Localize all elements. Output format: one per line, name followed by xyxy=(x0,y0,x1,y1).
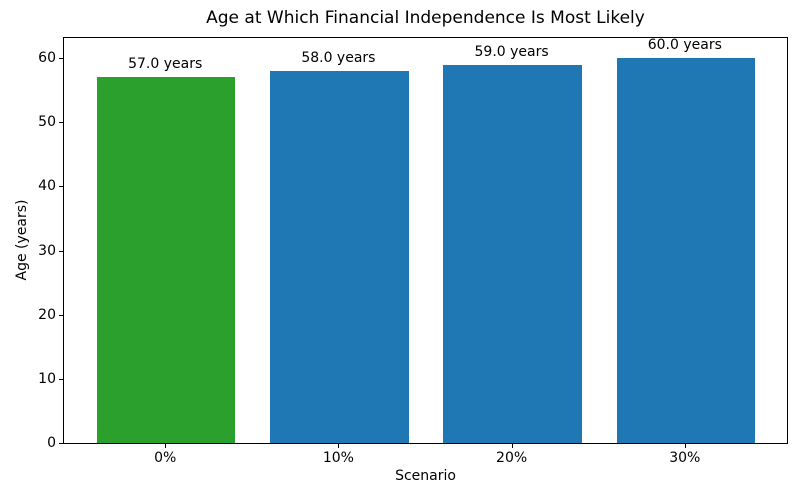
bar-30% xyxy=(616,58,756,443)
bar-0% xyxy=(96,77,236,443)
x-tick-mark xyxy=(338,444,340,448)
x-tick-label: 0% xyxy=(154,450,177,466)
bar-10% xyxy=(270,71,409,443)
y-tick-label: 50 xyxy=(38,114,56,131)
x-tick-label: 30% xyxy=(669,450,701,466)
y-tick-mark xyxy=(59,122,63,124)
y-tick-label: 30 xyxy=(38,242,56,259)
y-tick-mark xyxy=(59,186,63,188)
y-tick-mark xyxy=(59,58,63,60)
bar-value-label: 57.0 years xyxy=(128,56,203,73)
y-tick-label: 0 xyxy=(47,435,56,451)
y-tick-mark xyxy=(59,443,63,444)
y-tick-label: 10 xyxy=(38,370,56,387)
bar-value-label: 59.0 years xyxy=(474,43,549,60)
y-tick-label: 40 xyxy=(38,178,56,195)
y-tick-mark xyxy=(59,378,63,380)
x-tick-label: 20% xyxy=(496,450,528,466)
bar-value-label: 60.0 years xyxy=(647,37,722,54)
y-tick-label: 20 xyxy=(38,306,56,323)
x-tick-mark xyxy=(684,444,686,448)
x-tick-label: 10% xyxy=(322,450,354,466)
x-axis-label: Scenario xyxy=(395,468,456,484)
x-tick-mark xyxy=(165,444,167,448)
x-tick-mark xyxy=(511,444,513,448)
y-tick-mark xyxy=(59,250,63,252)
y-tick-label: 60 xyxy=(38,50,56,67)
bar-20% xyxy=(443,64,582,443)
plot-area xyxy=(63,37,788,444)
chart-title: Age at Which Financial Independence Is M… xyxy=(206,8,645,28)
y-tick-mark xyxy=(59,314,63,316)
bar-value-label: 58.0 years xyxy=(301,49,376,66)
y-axis-label: Age (years) xyxy=(14,199,30,281)
